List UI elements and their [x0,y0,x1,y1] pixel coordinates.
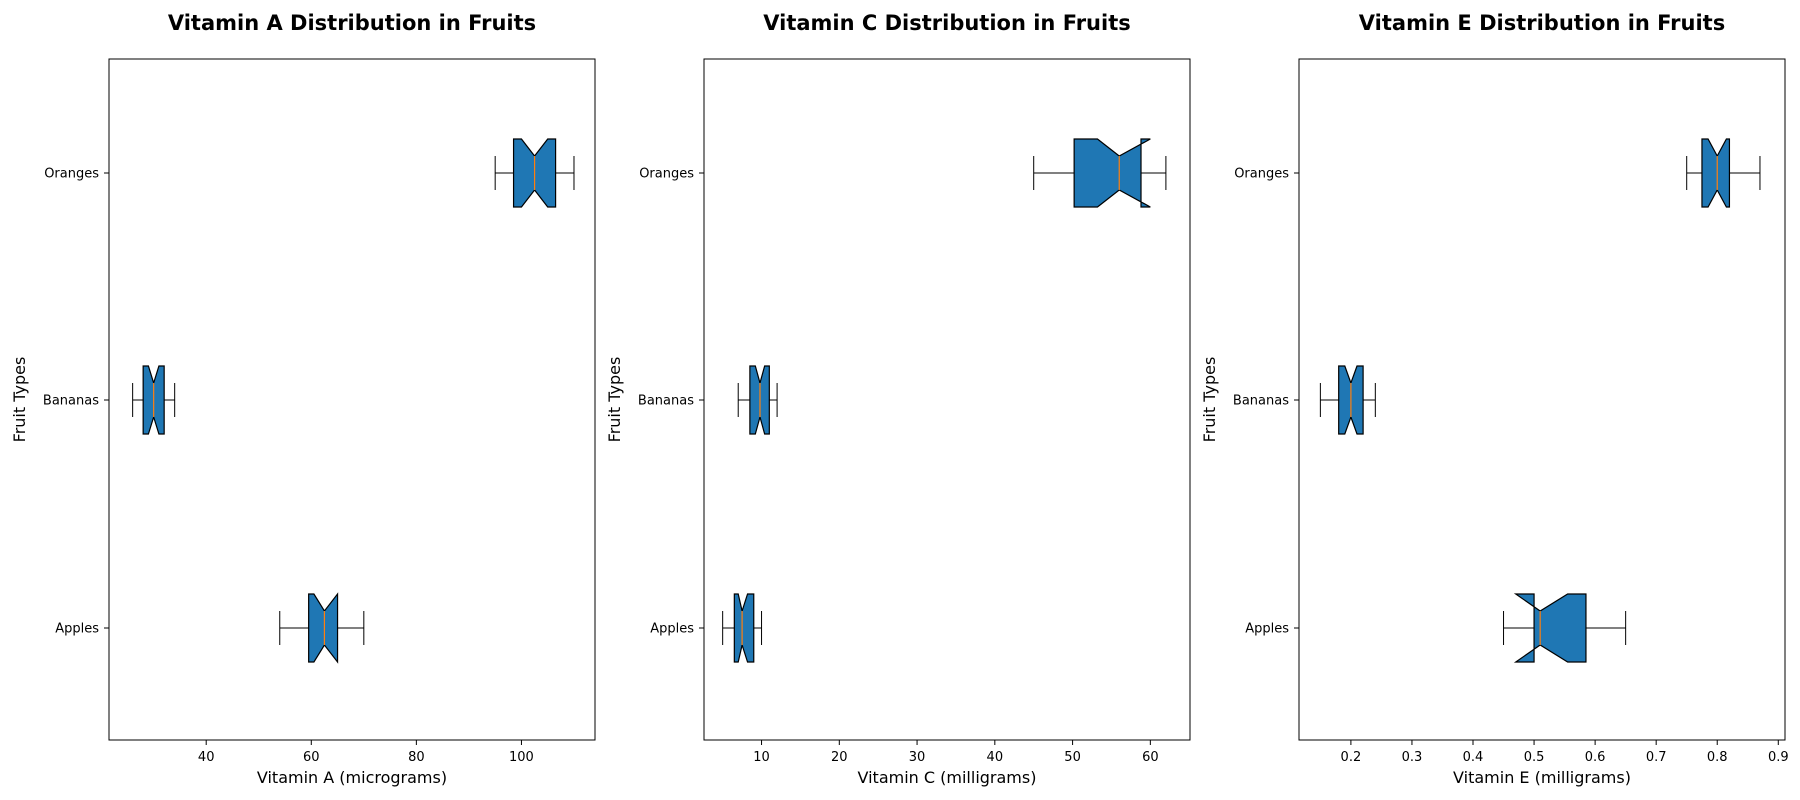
y-tick-label: Bananas [1233,394,1289,409]
y-axis-label: Fruit Types [1200,357,1219,443]
notched-box [1073,138,1151,208]
x-tick-label: 40 [198,750,215,765]
x-tick-label: 0.9 [1768,750,1789,765]
y-axis-label: Fruit Types [10,357,29,443]
x-tick-label: 0.4 [1463,750,1484,765]
chart-panel-3: Vitamin E Distribution in Fruits 0.2 0.3 0.… [1200,11,1789,787]
y-tick-label: Bananas [638,394,694,409]
box-oranges [1686,138,1761,208]
x-axis-label: Vitamin E (milligrams) [1453,768,1631,787]
x-tick-label: 0.6 [1585,750,1606,765]
x-tick-label: 60 [303,750,320,765]
notched-box [1513,593,1587,663]
notched-box [308,592,339,664]
y-axis-label: Fruit Types [605,357,624,443]
box-bananas [132,365,176,435]
x-tick-label: 80 [408,750,425,765]
box-oranges [1033,138,1167,208]
x-axis-label: Vitamin A (micrograms) [257,768,447,787]
chart-panel-1: Vitamin A Distribution in Fruits 40 60 80 10… [10,11,596,787]
notched-box [733,593,755,663]
notched-box [1701,138,1731,208]
x-tick-label: 0.3 [1402,750,1423,765]
box-oranges [494,138,575,208]
box-apples [1503,593,1627,663]
x-tick-label: 10 [753,750,770,765]
x-tick-label: 40 [987,750,1004,765]
x-tick-label: 100 [509,750,534,765]
x-axis-label: Vitamin C (milligrams) [858,768,1037,787]
y-tick-label: Apples [1245,622,1289,637]
x-tick-label: 0.2 [1341,750,1362,765]
box-bananas [1319,365,1376,435]
x-tick-label: 60 [1142,750,1159,765]
box-apples [279,592,365,664]
chart-title: Vitamin E Distribution in Fruits [1359,11,1725,35]
chart-title: Vitamin A Distribution in Fruits [168,11,536,35]
x-tick-label: 0.5 [1524,750,1545,765]
box-apples [722,593,763,663]
y-tick-label: Oranges [1234,167,1289,182]
chart-title: Vitamin C Distribution in Fruits [763,11,1131,35]
y-tick-label: Oranges [44,167,99,182]
chart-panel-2: Vitamin C Distribution in Fruits 10 20 30 40… [605,11,1191,787]
y-tick-label: Apples [55,622,99,637]
x-tick-label: 50 [1064,750,1081,765]
y-tick-label: Bananas [43,394,99,409]
y-tick-label: Oranges [639,167,694,182]
box-bananas [737,365,778,435]
y-tick-label: Apples [650,622,694,637]
x-tick-label: 0.7 [1646,750,1667,765]
x-tick-label: 20 [831,750,848,765]
x-tick-label: 0.8 [1707,750,1728,765]
x-tick-label: 30 [909,750,926,765]
